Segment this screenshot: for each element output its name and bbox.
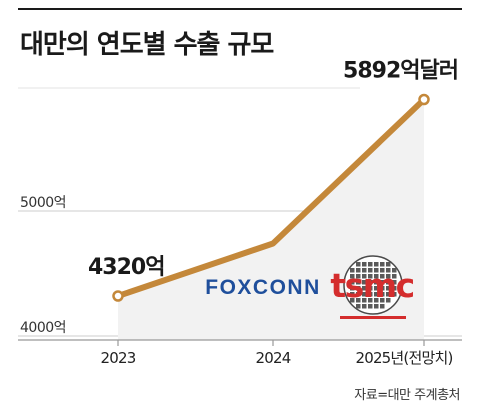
x-tick-label: 2024 xyxy=(256,349,291,367)
wafer-die xyxy=(368,292,373,297)
tsmc-wafer-icon xyxy=(343,255,403,315)
wafer-die xyxy=(356,274,361,279)
wafer-die xyxy=(374,268,379,273)
y-tick-label: 4000억 xyxy=(20,320,66,336)
wafer-die xyxy=(392,292,397,297)
axis-layer: 2023 2024 2025년(전망치) xyxy=(18,339,462,367)
wafer-die xyxy=(356,298,361,303)
wafer-die xyxy=(356,268,361,273)
y-tick-label: 5000억 xyxy=(20,195,66,211)
wafer-die xyxy=(368,304,373,309)
wafer-die xyxy=(380,304,385,309)
wafer-die xyxy=(356,262,361,267)
wafer-die xyxy=(386,298,391,303)
wafer-die xyxy=(392,286,397,291)
wafer-die xyxy=(368,286,373,291)
wafer-die xyxy=(386,268,391,273)
wafer-die xyxy=(368,280,373,285)
wafer-die xyxy=(350,292,355,297)
wafer-die xyxy=(380,298,385,303)
wafer-die xyxy=(392,268,397,273)
wafer-die xyxy=(386,292,391,297)
wafer-die xyxy=(380,292,385,297)
wafer-die xyxy=(374,262,379,267)
wafer-die xyxy=(362,274,367,279)
wafer-die xyxy=(374,292,379,297)
wafer-die xyxy=(350,274,355,279)
chart-title: 대만의 연도별 수출 규모 xyxy=(20,30,274,60)
data-label: 4320억 xyxy=(88,255,164,280)
wafer-die xyxy=(362,298,367,303)
data-point-marker xyxy=(112,290,124,302)
x-tick-label: 2025년(전망치) xyxy=(355,349,452,367)
wafer-die xyxy=(356,304,361,309)
wafer-die xyxy=(386,280,391,285)
wafer-die xyxy=(380,280,385,285)
wafer-die xyxy=(374,280,379,285)
data-label: 5892억달러 xyxy=(343,59,458,84)
wafer-die xyxy=(356,292,361,297)
wafer-die xyxy=(362,286,367,291)
wafer-die xyxy=(380,286,385,291)
wafer-die xyxy=(374,298,379,303)
wafer-die xyxy=(356,286,361,291)
tsmc-underline xyxy=(340,316,406,319)
wafer-die xyxy=(374,274,379,279)
tsmc-logo: tsmc xyxy=(330,255,415,319)
wafer-die xyxy=(350,298,355,303)
wafer-die xyxy=(362,268,367,273)
wafer-die xyxy=(380,274,385,279)
wafer-die xyxy=(368,262,373,267)
wafer-die xyxy=(362,280,367,285)
wafer-die xyxy=(350,268,355,273)
top-rule xyxy=(18,8,462,10)
x-tick-label: 2023 xyxy=(101,349,136,367)
series-line xyxy=(115,96,427,299)
foxconn-logo-text: FOXCONN xyxy=(205,276,321,299)
wafer-die xyxy=(386,286,391,291)
wafer-die xyxy=(350,286,355,291)
wafer-die xyxy=(374,286,379,291)
wafer-die xyxy=(362,304,367,309)
wafer-die xyxy=(368,268,373,273)
wafer-die xyxy=(356,280,361,285)
wafer-die xyxy=(386,262,391,267)
wafer-die xyxy=(386,274,391,279)
wafer-die xyxy=(374,304,379,309)
series-layer xyxy=(112,93,430,302)
wafer-die xyxy=(362,262,367,267)
source-note: 자료=대만 주계총처 xyxy=(354,388,460,403)
wafer-die xyxy=(392,274,397,279)
data-point-marker xyxy=(418,93,430,106)
tsmc-logo-text: tsmc xyxy=(330,266,413,305)
wafer-die xyxy=(362,292,367,297)
wafer-die xyxy=(368,274,373,279)
wafer-die xyxy=(368,298,373,303)
label-layer: 4320억 5892억달러 xyxy=(88,59,459,281)
foxconn-logo: FOXCONN xyxy=(205,276,321,299)
wafer-die xyxy=(380,262,385,267)
wafer-die xyxy=(350,280,355,285)
wafer-die xyxy=(392,280,397,285)
wafer-die xyxy=(380,268,385,273)
